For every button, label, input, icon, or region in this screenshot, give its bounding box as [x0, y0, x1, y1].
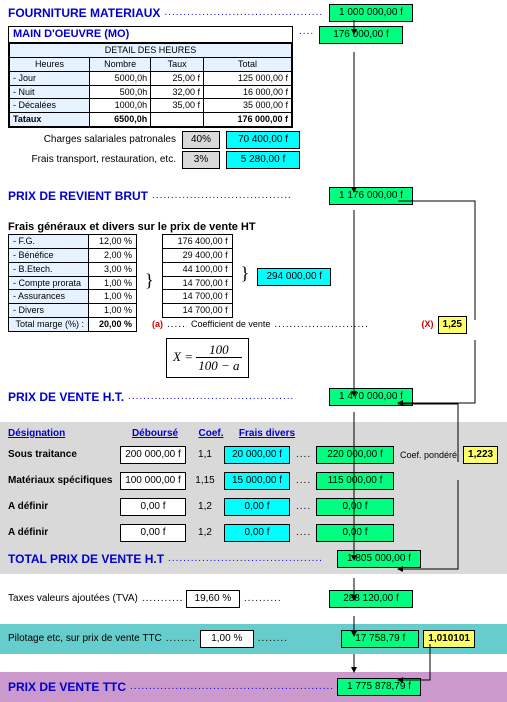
- mo-detail-table: DETAIL DES HEURES Heures Nombre Taux Tot…: [9, 43, 292, 127]
- col-taux: Taux: [151, 57, 204, 71]
- total-pvht-label: TOTAL PRIX DE VENTE H.T: [8, 552, 164, 566]
- mo-title: MAIN D'OEUVRE (MO): [9, 27, 292, 43]
- row-label: Sous traitance: [8, 449, 114, 461]
- row-coef: 1,1: [192, 449, 218, 461]
- row-frais: 20 000,00 f: [224, 446, 290, 464]
- fg-formula: X = 100100 − a: [166, 338, 249, 378]
- pilotage-pct: 1,00 %: [200, 630, 254, 648]
- pilotage-strip: Pilotage etc, sur prix de vente TTC ....…: [0, 624, 507, 654]
- fg-a: (a): [152, 319, 163, 330]
- row-deb: 200 000,00 f: [120, 446, 186, 464]
- mo-box: 176 000,00 f: [319, 26, 403, 44]
- tva-pct: 19,60 %: [186, 590, 240, 608]
- hdr-debourse: Déboursé: [122, 428, 188, 440]
- fg-values: 176 400,00 f 29 400,00 f 44 100,00 f 14 …: [162, 234, 233, 318]
- total-pvht-value: 1 805 000,00 f: [337, 550, 421, 568]
- vente-ht-label: PRIX DE VENTE H.T.: [8, 390, 124, 404]
- col-nombre: Nombre: [90, 57, 151, 71]
- fg-sum: 294 000,00 f: [257, 268, 331, 286]
- frais-pct: 3%: [182, 151, 220, 169]
- col-total: Total: [204, 57, 292, 71]
- revient-label: PRIX DE REVIENT BRUT: [8, 189, 148, 203]
- col-heures: Heures: [10, 57, 90, 71]
- charges-val: 70 400,00 f: [226, 131, 300, 149]
- fourniture-value: 1 000 000,00 f: [329, 4, 413, 22]
- tva-val: 288 120,00 f: [329, 590, 413, 608]
- hdr-designation: Désignation: [8, 428, 114, 440]
- fg-table: - F.G.12,00 % - Bénéfice2,00 % - B.Etech…: [8, 234, 137, 332]
- charges-label: Charges salariales patronales: [8, 134, 176, 146]
- dots: ........................................…: [164, 7, 325, 19]
- pondere-val: 1,223: [463, 446, 498, 464]
- pilotage-coef: 1,010101: [423, 630, 475, 648]
- pondere-label: Coef. pondéré: [400, 450, 457, 461]
- fg-x: (X): [422, 319, 434, 330]
- ttc-strip: PRIX DE VENTE TTC ......................…: [0, 672, 507, 702]
- fg-title: Frais généraux et divers sur le prix de …: [8, 221, 499, 234]
- fg-coef-label: Coefficient de vente: [191, 319, 270, 330]
- mo-detail-hdr: DETAIL DES HEURES: [10, 44, 292, 58]
- extra-block: Désignation Déboursé Coef. Frais divers …: [0, 422, 507, 574]
- frais-label: Frais transport, restauration, etc.: [8, 154, 176, 166]
- pilotage-val: 17 758,79 f: [341, 630, 419, 648]
- ttc-label: PRIX DE VENTE TTC: [8, 680, 126, 694]
- row-total: 220 000,00 f: [316, 446, 394, 464]
- pilotage-label: Pilotage etc, sur prix de vente TTC: [8, 633, 162, 645]
- hdr-coef: Coef.: [196, 428, 226, 440]
- vente-ht-value: 1 470 000,00 f: [329, 388, 413, 406]
- frais-val: 5 280,00 f: [226, 151, 300, 169]
- ttc-value: 1 775 878,79 f: [337, 678, 421, 696]
- tva-label: Taxes valeurs ajoutées (TVA): [8, 593, 138, 605]
- fg-coef-val: 1,25: [438, 316, 467, 334]
- revient-value: 1 176 000,00 f: [329, 187, 413, 205]
- hdr-frais: Frais divers: [234, 428, 300, 440]
- charges-pct: 40%: [182, 131, 220, 149]
- fourniture-label: FOURNITURE MATERIAUX: [8, 6, 160, 20]
